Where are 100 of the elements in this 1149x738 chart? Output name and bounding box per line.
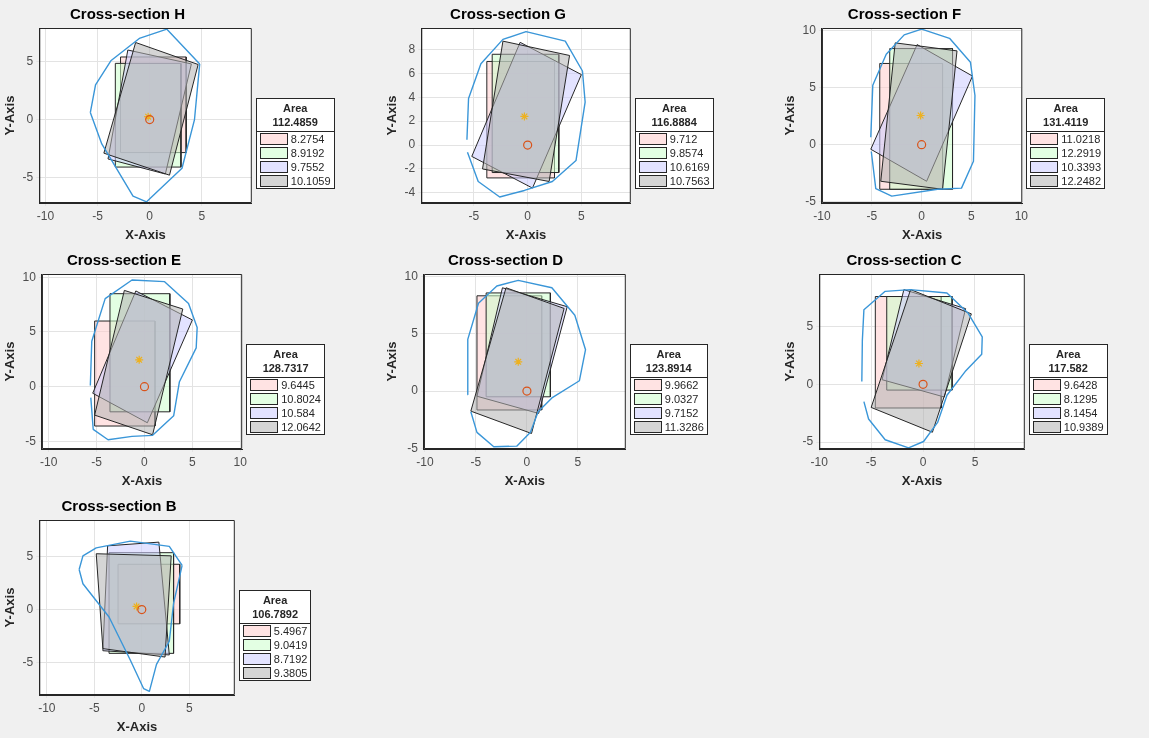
y-tick-label: 5: [411, 325, 419, 340]
x-axis-title: X-Axis: [901, 472, 943, 488]
y-tick-label: 5: [26, 53, 34, 68]
x-tick-label: -5: [88, 700, 100, 715]
x-tick-label: 0: [146, 208, 154, 223]
legend-label: 8.1454: [1063, 407, 1098, 419]
legend-label: 11.3286: [664, 421, 704, 433]
y-tick-label: 0: [26, 111, 34, 126]
y-tick-label: -4: [404, 185, 416, 200]
y-tick-label: 5: [809, 79, 817, 94]
legend-title: Area 117.582: [1029, 345, 1107, 378]
x-tick-label: 5: [574, 454, 582, 469]
x-tick-label: -5: [866, 208, 878, 223]
x-tick-label: -10: [36, 208, 55, 223]
x-axis-title: X-Axis: [116, 718, 158, 734]
legend-label: 9.712: [669, 133, 698, 145]
x-axis-title: X-Axis: [504, 472, 546, 488]
y-tick-label: -5: [805, 194, 817, 209]
legend-label: 10.8024: [281, 393, 321, 405]
legend-title: Area 128.7317: [247, 345, 324, 378]
chart-title: Cross-section F: [847, 5, 962, 23]
y-axis-title: Y-Axis: [384, 341, 400, 382]
legend-label: 10.6169: [669, 161, 710, 173]
y-tick-label: 10: [802, 22, 817, 37]
x-tick-label: 5: [189, 454, 197, 469]
legend-label: 8.2754: [290, 133, 325, 145]
legend-label: 9.7152: [664, 407, 699, 419]
legend-label: 9.9662: [664, 379, 699, 391]
x-axis-title: X-Axis: [505, 226, 547, 242]
y-tick-label: -5: [407, 440, 419, 455]
legend-label: 9.6428: [1063, 379, 1098, 391]
y-tick-label: 6: [408, 65, 416, 80]
legend-title: Area 123.8914: [630, 345, 707, 378]
x-axis-title: X-Axis: [121, 472, 163, 488]
legend-label: 10.1059: [290, 175, 331, 187]
x-tick-label: -5: [470, 454, 482, 469]
x-tick-label: -5: [865, 454, 877, 469]
x-tick-label: -5: [468, 208, 480, 223]
y-tick-label: 5: [806, 318, 814, 333]
y-tick-label: -5: [802, 434, 814, 449]
x-axis-title: X-Axis: [125, 226, 166, 242]
chart-title: Cross-section E: [66, 251, 182, 269]
legend-label: 10.7563: [669, 175, 710, 187]
y-tick-label: -5: [22, 169, 34, 184]
legend-label: 10.3393: [1061, 161, 1102, 173]
x-tick-label: -10: [38, 700, 56, 715]
legend-label: 8.1295: [1063, 393, 1098, 405]
y-axis-title: Y-Axis: [384, 95, 400, 136]
chart-title: Cross-section C: [846, 251, 962, 269]
x-tick-label: 5: [968, 208, 976, 223]
chart-title: Cross-section H: [69, 5, 186, 23]
y-tick-label: 4: [408, 89, 416, 104]
y-tick-label: -5: [25, 433, 37, 448]
y-tick-label: 0: [26, 601, 34, 616]
legend-label: 10.9389: [1063, 421, 1104, 433]
y-tick-label: 0: [809, 136, 817, 151]
x-tick-label: 5: [198, 208, 206, 223]
x-tick-label: -5: [92, 208, 104, 223]
y-axis-title: Y-Axis: [2, 587, 18, 628]
x-tick-label: 0: [918, 208, 926, 223]
x-tick-label: 10: [1014, 208, 1029, 223]
x-tick-label: 10: [233, 454, 248, 469]
y-tick-label: 0: [806, 376, 814, 391]
legend-label: 12.2919: [1061, 147, 1102, 159]
x-tick-label: -10: [416, 454, 434, 469]
x-tick-label: 0: [523, 454, 531, 469]
legend-label: 9.3805: [273, 667, 308, 679]
y-tick-label: 8: [408, 41, 416, 56]
y-tick-label: -5: [22, 654, 34, 669]
y-tick-label: 10: [22, 269, 37, 284]
y-tick-label: 2: [408, 113, 416, 128]
legend-label: 5.4967: [273, 625, 308, 637]
legend-label: 11.0218: [1061, 133, 1101, 145]
y-tick-label: 0: [408, 137, 416, 152]
y-tick-label: 5: [26, 549, 34, 564]
x-tick-label: 5: [578, 208, 586, 223]
legend-title: Area 131.4119: [1027, 99, 1105, 132]
legend-title: Area 112.4859: [256, 99, 334, 132]
legend-label: 10.584: [281, 407, 315, 419]
legend-label: 8.9192: [290, 147, 325, 159]
legend-label: 12.0642: [281, 421, 321, 433]
legend-label: 9.7552: [290, 161, 325, 173]
y-axis-title: Y-Axis: [2, 341, 18, 382]
legend-label: 12.2482: [1061, 175, 1102, 187]
y-tick-label: 10: [404, 268, 419, 283]
x-tick-label: 0: [919, 454, 927, 469]
chart-title: Cross-section G: [450, 5, 566, 23]
x-tick-label: 0: [141, 454, 149, 469]
x-tick-label: -10: [39, 454, 58, 469]
y-axis-title: Y-Axis: [2, 95, 18, 136]
x-tick-label: -10: [810, 454, 829, 469]
legend-title: Area 106.7892: [239, 591, 311, 624]
y-tick-label: 0: [411, 383, 419, 398]
x-tick-label: -5: [91, 454, 103, 469]
y-axis-title: Y-Axis: [782, 95, 798, 136]
chart-title: Cross-section B: [61, 497, 177, 515]
x-tick-label: 5: [971, 454, 979, 469]
legend-title: Area 116.8884: [635, 99, 713, 132]
y-axis-title: Y-Axis: [782, 341, 798, 382]
x-axis-title: X-Axis: [901, 226, 943, 242]
